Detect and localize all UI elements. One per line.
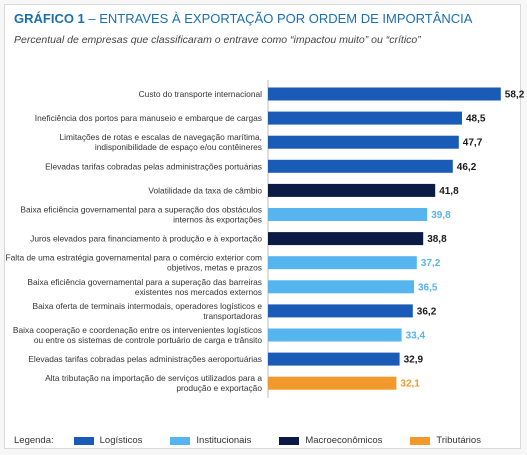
- category-label-line: Volatilidade da taxa de câmbio: [148, 185, 262, 195]
- bar-10: [268, 328, 402, 342]
- category-label-8: Baixa eficiência governamental para a su…: [27, 277, 262, 297]
- bar-11: [268, 352, 400, 366]
- category-label-line: existentes nos mercados externos: [135, 287, 262, 297]
- bar-8: [268, 280, 414, 294]
- bar-1: [268, 111, 462, 125]
- category-label-line: internos às exportações: [173, 215, 262, 225]
- category-label-line: produção e exportação: [176, 383, 262, 393]
- chart-frame: [4, 4, 521, 449]
- legend-swatch-logisticos: [73, 436, 94, 445]
- bar-value-label-12: 32,1: [400, 379, 420, 390]
- bar-2: [268, 135, 459, 149]
- category-label-7: Falta de uma estratégia governamental pa…: [6, 253, 263, 273]
- legend-swatch-tributarios: [410, 436, 431, 445]
- bar-value-label-2: 47,7: [463, 138, 483, 149]
- category-label-line: indisponibilidade de espaço e/ou contêin…: [95, 142, 262, 152]
- category-label-line: objetivos, metas e prazos: [167, 263, 262, 273]
- legend-text-macroeconomicos: Macroeconômicos: [305, 435, 383, 446]
- legend-item-institucionais: Institucionais: [170, 435, 251, 446]
- bar-value-label-8: 36,5: [418, 282, 438, 293]
- chart-title: GRÁFICO 1 – ENTRAVES À EXPORTAÇÃO POR OR…: [14, 11, 472, 26]
- category-label-6: Juros elevados para financiamento à prod…: [30, 234, 262, 244]
- legend-text-tributarios: Tributários: [436, 435, 481, 446]
- legend-item-macroeconomicos: Macroeconômicos: [279, 435, 382, 446]
- category-label-line: Baixa eficiência governamental para a su…: [27, 277, 262, 287]
- bar-7: [268, 256, 417, 270]
- bar-value-label-3: 46,2: [457, 162, 477, 173]
- category-label-10: Baixa cooperação e coordenação entre os …: [13, 325, 262, 345]
- bar-12: [268, 376, 397, 390]
- category-label-line: Limitações de rotas e escalas de navegaç…: [59, 132, 262, 142]
- category-label-line: Juros elevados para financiamento à prod…: [30, 234, 262, 244]
- category-label-4: Volatilidade da taxa de câmbio: [148, 185, 262, 195]
- legend: Legenda: Logísticos Institucionais Macro…: [14, 435, 509, 446]
- category-label-line: Elevadas tarifas cobradas pelas administ…: [45, 161, 262, 171]
- category-label-3: Elevadas tarifas cobradas pelas administ…: [45, 161, 262, 171]
- bar-value-label-11: 32,9: [404, 355, 424, 366]
- legend-swatch-institucionais: [170, 436, 191, 445]
- category-label-11: Elevadas tarifas cobradas pelas administ…: [28, 354, 262, 364]
- category-label-9: Baixa oferta de terminais intermodais, o…: [33, 301, 263, 321]
- legend-swatch-macroeconomicos: [279, 436, 300, 445]
- bar-value-label-7: 37,2: [421, 258, 441, 269]
- bar-3: [268, 159, 453, 173]
- category-label-0: Custo do transporte internacional: [139, 89, 263, 99]
- legend-text-logisticos: Logísticos: [99, 435, 143, 446]
- category-label-line: Falta de uma estratégia governamental pa…: [6, 253, 263, 263]
- bar-0: [268, 87, 501, 101]
- category-label-line: Ineficiência dos portos para manuseio e …: [35, 113, 262, 123]
- category-label-2: Limitações de rotas e escalas de navegaç…: [59, 132, 262, 152]
- bar-9: [268, 304, 413, 318]
- category-label-line: Elevadas tarifas cobradas pelas administ…: [28, 354, 262, 364]
- legend-item-logisticos: Logísticos: [73, 435, 143, 446]
- bar-4: [268, 183, 436, 197]
- legend-item-tributarios: Tributários: [410, 435, 481, 446]
- category-label-line: Alta tributação na importação de serviço…: [45, 373, 262, 383]
- chart-title-text: – ENTRAVES À EXPORTAÇÃO POR ORDEM DE IMP…: [84, 11, 473, 26]
- bar-value-label-6: 38,8: [427, 234, 447, 245]
- category-label-line: Baixa oferta de terminais intermodais, o…: [33, 301, 263, 311]
- legend-text-institucionais: Institucionais: [196, 435, 252, 446]
- category-label-line: Custo do transporte internacional: [139, 89, 263, 99]
- category-label-5: Baixa eficiência governamental para a su…: [20, 205, 262, 225]
- bar-value-label-0: 58,2: [505, 90, 525, 101]
- category-label-12: Alta tributação na importação de serviço…: [45, 373, 262, 393]
- bar-value-label-9: 36,2: [417, 306, 437, 317]
- bar-5: [268, 208, 428, 221]
- chart-title-prefix: GRÁFICO 1: [14, 11, 85, 26]
- bar-value-label-4: 41,8: [439, 186, 459, 197]
- category-label-line: transportadoras: [203, 311, 262, 321]
- legend-label: Legenda:: [14, 435, 54, 446]
- bar-6: [268, 232, 424, 246]
- bar-value-label-10: 33,4: [406, 331, 426, 342]
- category-label-1: Ineficiência dos portos para manuseio e …: [35, 113, 262, 123]
- bar-value-label-1: 48,5: [466, 114, 486, 125]
- chart-subtitle: Percentual de empresas que classificaram…: [14, 34, 421, 46]
- category-label-line: ou entre os sistemas de controle portuár…: [34, 335, 262, 345]
- bar-value-label-5: 39,8: [431, 210, 451, 221]
- category-label-line: Baixa eficiência governamental para a su…: [20, 205, 262, 215]
- category-label-line: Baixa cooperação e coordenação entre os …: [13, 325, 262, 335]
